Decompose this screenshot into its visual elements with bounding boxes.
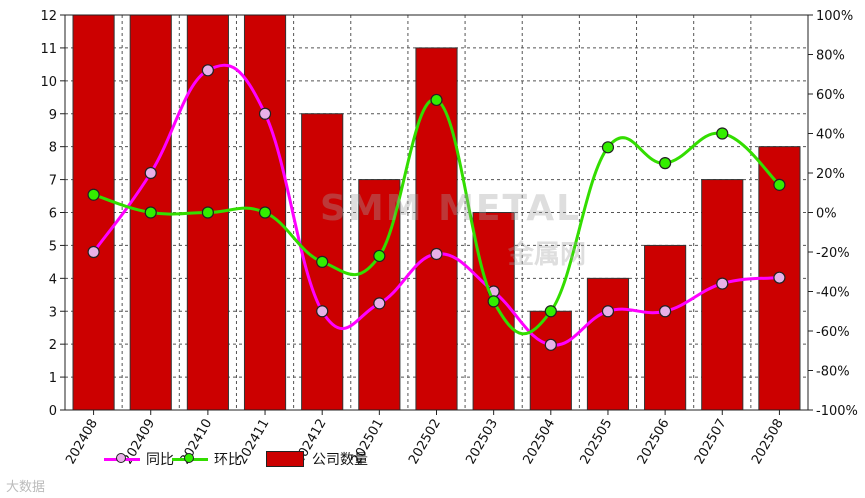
legend-yoy: 同比 — [104, 444, 174, 474]
ytick-left-10: 10 — [40, 75, 57, 90]
point-yoy-202408 — [87, 245, 100, 259]
ytick-right-80: 80% — [816, 49, 845, 64]
legend-count-swatch — [266, 451, 304, 467]
point-yoy-202504 — [544, 338, 557, 351]
ytick-right--40: -40% — [816, 286, 850, 301]
point-mom-202503 — [487, 295, 500, 308]
point-yoy-202508 — [773, 271, 786, 284]
point-yoy-202502 — [430, 247, 443, 261]
ytick-left-4: 4 — [49, 272, 57, 287]
ytick-left-11: 11 — [40, 42, 57, 57]
line-series — [87, 63, 786, 351]
point-mom-202502 — [430, 93, 443, 107]
ytick-right--100: -100% — [816, 404, 858, 419]
point-mom-202409 — [144, 206, 157, 219]
ytick-left-1: 1 — [49, 371, 57, 386]
bar-202505 — [586, 277, 630, 411]
ytick-left-12: 12 — [40, 9, 57, 24]
ytick-right-0: 0% — [816, 207, 837, 222]
point-yoy-202411 — [258, 107, 272, 120]
y-right-ticks: -100% -80% -60% -40% -20% 0% 20% 40% 60% 80% 100% — [808, 9, 858, 419]
legend-yoy-label: 同比 — [146, 452, 174, 468]
ytick-right-20: 20% — [816, 167, 845, 182]
ytick-right--20: -20% — [816, 246, 850, 261]
ytick-right-100: 100% — [816, 9, 853, 24]
bar-202506 — [644, 244, 687, 411]
point-mom-202408 — [87, 188, 100, 201]
point-mom-202508 — [773, 178, 786, 191]
legend-mom-swatch — [172, 452, 208, 463]
watermark: SMM METAL — [320, 188, 582, 229]
ytick-left-0: 0 — [49, 404, 57, 419]
point-yoy-202507 — [716, 277, 729, 290]
bar-202408 — [72, 14, 115, 411]
ytick-right-60: 60% — [816, 88, 845, 103]
point-yoy-202409 — [144, 166, 157, 180]
point-mom-202506 — [659, 157, 672, 170]
point-yoy-202505 — [601, 305, 615, 318]
corner-logo: 大数据 — [6, 480, 46, 495]
ytick-right-40: 40% — [816, 128, 845, 143]
ytick-right--80: -80% — [816, 365, 850, 380]
ytick-left-7: 7 — [49, 174, 57, 189]
ytick-left-5: 5 — [49, 239, 57, 254]
ytick-left-2: 2 — [49, 338, 57, 353]
point-yoy-202412 — [316, 305, 329, 318]
point-mom-202410 — [201, 206, 214, 219]
legend-mom-label: 环比 — [214, 452, 242, 468]
watermark-cn: 金属网 — [508, 240, 587, 270]
point-yoy-202410 — [201, 64, 214, 77]
legend-yoy-swatch — [104, 452, 140, 463]
ytick-left-9: 9 — [49, 108, 57, 123]
point-yoy-202501 — [373, 297, 386, 310]
ytick-right--60: -60% — [816, 325, 850, 340]
ytick-left-8: 8 — [49, 141, 57, 156]
point-mom-202507 — [716, 127, 729, 140]
ytick-left-6: 6 — [49, 207, 57, 222]
line-mom — [93, 98, 781, 336]
ytick-left-3: 3 — [49, 305, 57, 320]
legend-mom: 环比 — [172, 444, 242, 474]
point-mom-202504 — [544, 305, 557, 318]
bar-202502 — [415, 47, 458, 411]
legend-count: 公司数量 — [266, 444, 368, 474]
point-mom-202501 — [373, 249, 386, 263]
point-mom-202411 — [258, 206, 272, 219]
point-mom-202412 — [316, 255, 329, 268]
point-mom-202505 — [601, 141, 615, 154]
legend: 同比 环比 公司数量 — [0, 444, 865, 474]
bar-202507 — [701, 179, 744, 411]
legend-count-label: 公司数量 — [312, 452, 368, 468]
point-yoy-202506 — [659, 305, 672, 318]
